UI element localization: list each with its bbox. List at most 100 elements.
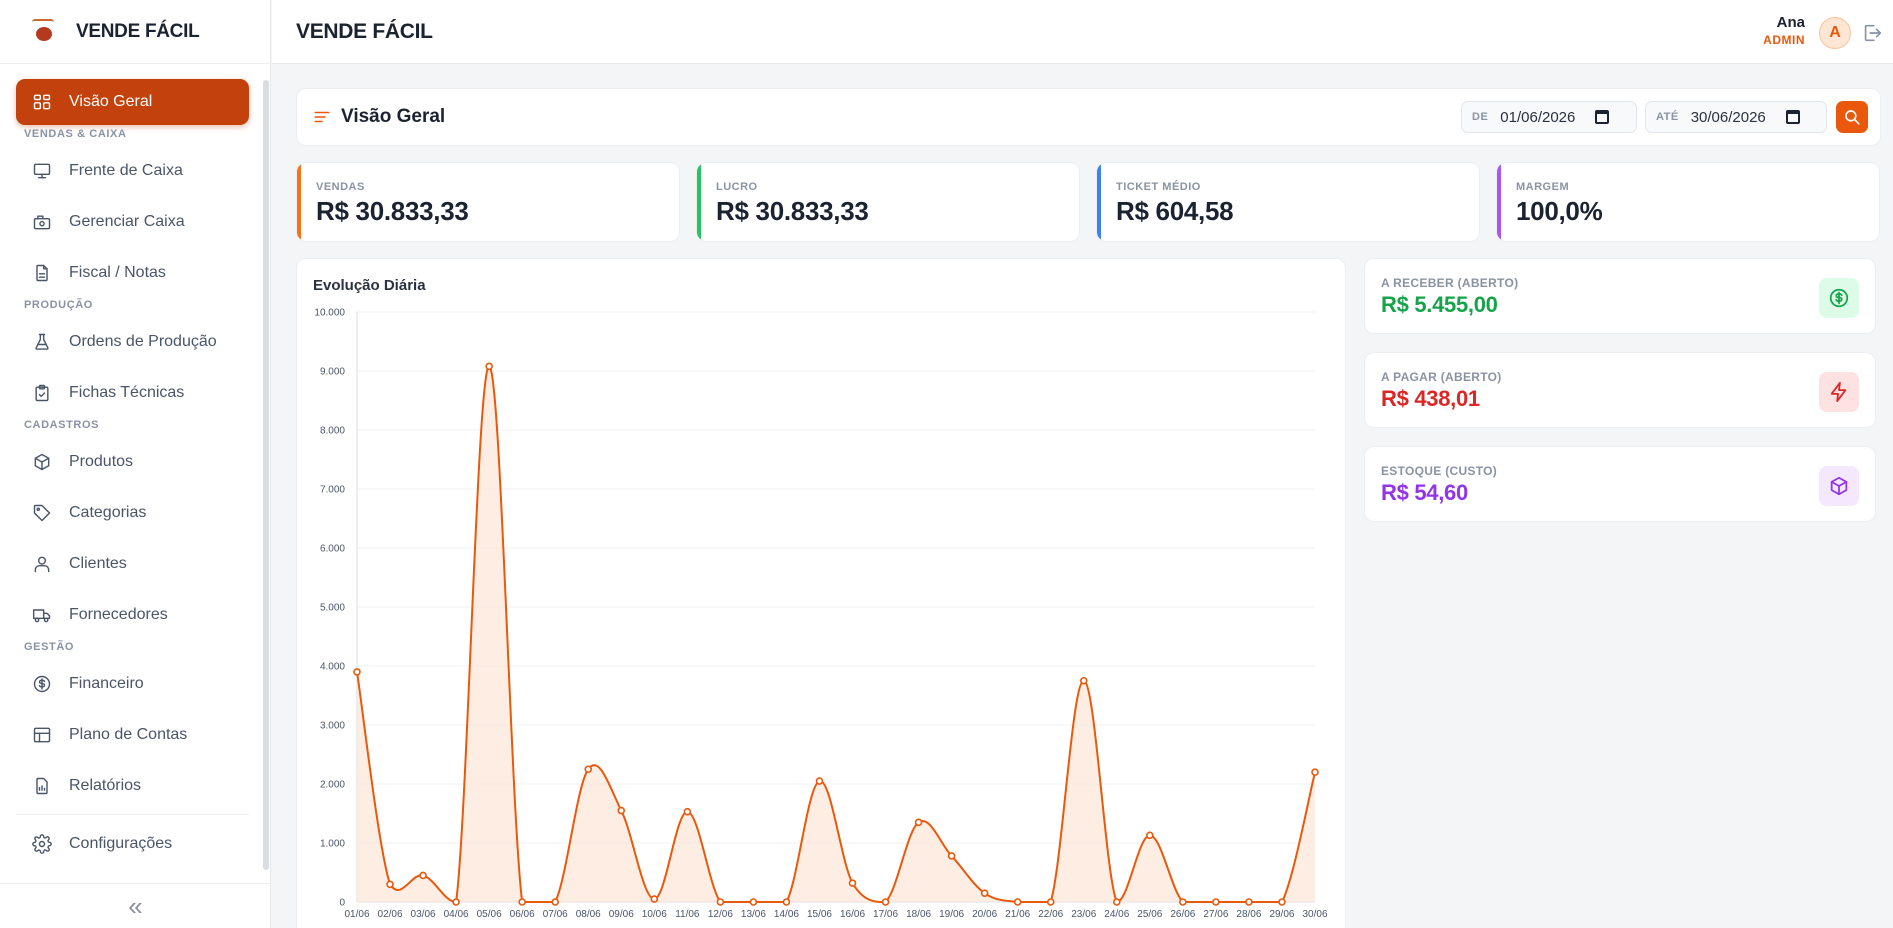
- y-tick-label: 5.000: [320, 603, 345, 614]
- user-role: ADMIN: [1763, 33, 1805, 47]
- data-point: [1179, 898, 1187, 906]
- summary-card: A PAGAR (ABERTO) R$ 438,01: [1364, 352, 1876, 428]
- x-tick-label: 13/06: [741, 909, 766, 920]
- sidebar-item-categorias[interactable]: Categorias: [16, 490, 249, 536]
- sidebar-item-gerenciar-caixa[interactable]: Gerenciar Caixa: [16, 199, 249, 245]
- sidebar-item-label: Clientes: [69, 555, 127, 572]
- y-tick-label: 9.000: [320, 367, 345, 378]
- x-tick-label: 18/06: [906, 909, 931, 920]
- y-tick-label: 2.000: [320, 780, 345, 791]
- y-tick-label: 6.000: [320, 544, 345, 555]
- data-point: [1146, 831, 1154, 840]
- sidebar-item-ordens-de-producao[interactable]: Ordens de Produção: [16, 319, 249, 365]
- collapse-sidebar-button[interactable]: «: [0, 883, 271, 928]
- chart-title: Evolução Diária: [313, 277, 426, 294]
- search-button[interactable]: [1836, 101, 1868, 133]
- sidebar-item-plano-de-contas[interactable]: Plano de Contas: [16, 712, 249, 758]
- x-tick-label: 15/06: [807, 909, 832, 920]
- section-title: Visão Geral: [313, 106, 445, 128]
- sidebar-item-label: Gerenciar Caixa: [69, 213, 185, 230]
- user-name: Ana: [1776, 14, 1805, 31]
- date-to-label: ATÉ: [1656, 111, 1679, 123]
- sidebar-scrollbar[interactable]: [263, 80, 269, 870]
- topbar: VENDE FÁCIL Ana ADMIN A: [272, 0, 1893, 64]
- sidebar-item-frente-de-caixa[interactable]: Frente de Caixa: [16, 148, 249, 194]
- data-point: [815, 777, 824, 785]
- kpi-value: R$ 30.833,33: [316, 196, 469, 226]
- date-to-value: 30/06/2026: [1690, 108, 1766, 126]
- double-chevron-left-icon: «: [128, 890, 143, 921]
- avatar[interactable]: A: [1819, 17, 1851, 49]
- data-point: [353, 668, 361, 676]
- sidebar-item-configuracoes[interactable]: Configurações: [16, 821, 249, 867]
- x-tick-label: 28/06: [1236, 909, 1261, 920]
- kpi-value: 100,0%: [1516, 196, 1603, 226]
- x-tick-label: 09/06: [609, 909, 634, 920]
- sidebar-item-label: Relatórios: [69, 777, 142, 794]
- kpi-card-ticket-m-dio: TICKET MÉDIO R$ 604,58: [1096, 162, 1480, 242]
- page-title: VENDE FÁCIL: [296, 20, 433, 43]
- tag-icon: [32, 503, 52, 523]
- sidebar-section-label: GESTÃO: [24, 641, 75, 653]
- brand-name: VENDE FÁCIL: [76, 20, 200, 42]
- user-icon: [32, 554, 52, 574]
- menu-lines-icon: [314, 111, 330, 123]
- x-tick-label: 03/06: [411, 909, 436, 920]
- sidebar-section-label: PRODUÇÃO: [24, 299, 93, 311]
- sidebar-item-fornecedores[interactable]: Fornecedores: [16, 592, 249, 638]
- sidebar-item-label: Ordens de Produção: [69, 333, 217, 350]
- data-point: [1212, 898, 1220, 906]
- sidebar-nav: Visão Geral VENDAS & CAIXA Frente de Caixa…: [16, 79, 249, 872]
- lightning-icon: [1819, 372, 1859, 412]
- sidebar-item-produtos[interactable]: Produtos: [16, 439, 249, 485]
- logout-button[interactable]: [1861, 22, 1883, 44]
- data-point: [617, 806, 626, 815]
- x-tick-label: 19/06: [939, 909, 964, 920]
- x-tick-label: 02/06: [378, 909, 403, 920]
- daily-evolution-chart: Evolução Diária 0 1.000 2.000 3.000 4.000 5.0…: [296, 258, 1346, 928]
- sidebar-item-financeiro[interactable]: Financeiro: [16, 661, 249, 707]
- kpi-card-lucro: LUCRO R$ 30.833,33: [696, 162, 1080, 242]
- box-icon: [1819, 466, 1859, 506]
- kpi-label: LUCRO: [716, 181, 758, 193]
- flask-icon: [32, 332, 52, 352]
- data-point: [1079, 676, 1088, 685]
- kpi-accent-bar: [697, 163, 701, 241]
- cash-register-icon: [32, 212, 52, 232]
- user-info: Ana ADMIN: [1763, 14, 1805, 47]
- sidebar-item-label: Categorias: [69, 504, 147, 521]
- filter-bar: Visão Geral DE 01/06/2026 ATÉ 30/06/2026: [296, 88, 1881, 146]
- sidebar-item-clientes[interactable]: Clientes: [16, 541, 249, 587]
- kpi-label: VENDAS: [316, 181, 365, 193]
- brand-logo: [28, 16, 58, 47]
- sidebar-item-label: Financeiro: [69, 675, 144, 692]
- logout-icon: [1864, 24, 1882, 42]
- summary-value: R$ 438,01: [1381, 386, 1480, 411]
- sidebar-item-relatorios[interactable]: Relatórios: [16, 763, 249, 809]
- kpi-accent-bar: [297, 163, 301, 241]
- data-point: [980, 889, 989, 897]
- date-from-value: 01/06/2026: [1500, 108, 1576, 126]
- sidebar-section-label: VENDAS & CAIXA: [24, 128, 127, 140]
- sidebar-item-visao-geral[interactable]: Visão Geral: [16, 79, 249, 125]
- calendar-icon[interactable]: [1785, 110, 1800, 124]
- sidebar-item-fiscal-notas[interactable]: Fiscal / Notas: [16, 250, 249, 296]
- kpi-value: R$ 30.833,33: [716, 196, 869, 226]
- date-to-field[interactable]: ATÉ 30/06/2026: [1645, 101, 1827, 133]
- data-point: [419, 871, 427, 880]
- sidebar-item-label: Configurações: [69, 835, 173, 852]
- x-tick-label: 26/06: [1170, 909, 1195, 920]
- box-icon: [32, 452, 52, 472]
- data-point: [1278, 898, 1286, 906]
- sidebar-item-fichas-tecnicas[interactable]: Fichas Técnicas: [16, 370, 249, 416]
- chart-canvas: 0 1.000 2.000 3.000 4.000 5.000 6.000 7.000 8.00…: [314, 308, 1328, 921]
- sidebar-item-label: Plano de Contas: [69, 726, 188, 743]
- calendar-icon[interactable]: [1595, 110, 1610, 124]
- data-point: [551, 898, 560, 906]
- monitor-icon: [32, 161, 52, 181]
- date-from-field[interactable]: DE 01/06/2026: [1461, 101, 1637, 133]
- sidebar-item-label: Fiscal / Notas: [69, 264, 166, 281]
- data-point: [716, 898, 725, 906]
- kpi-label: TICKET MÉDIO: [1116, 181, 1201, 193]
- x-tick-label: 25/06: [1137, 909, 1162, 920]
